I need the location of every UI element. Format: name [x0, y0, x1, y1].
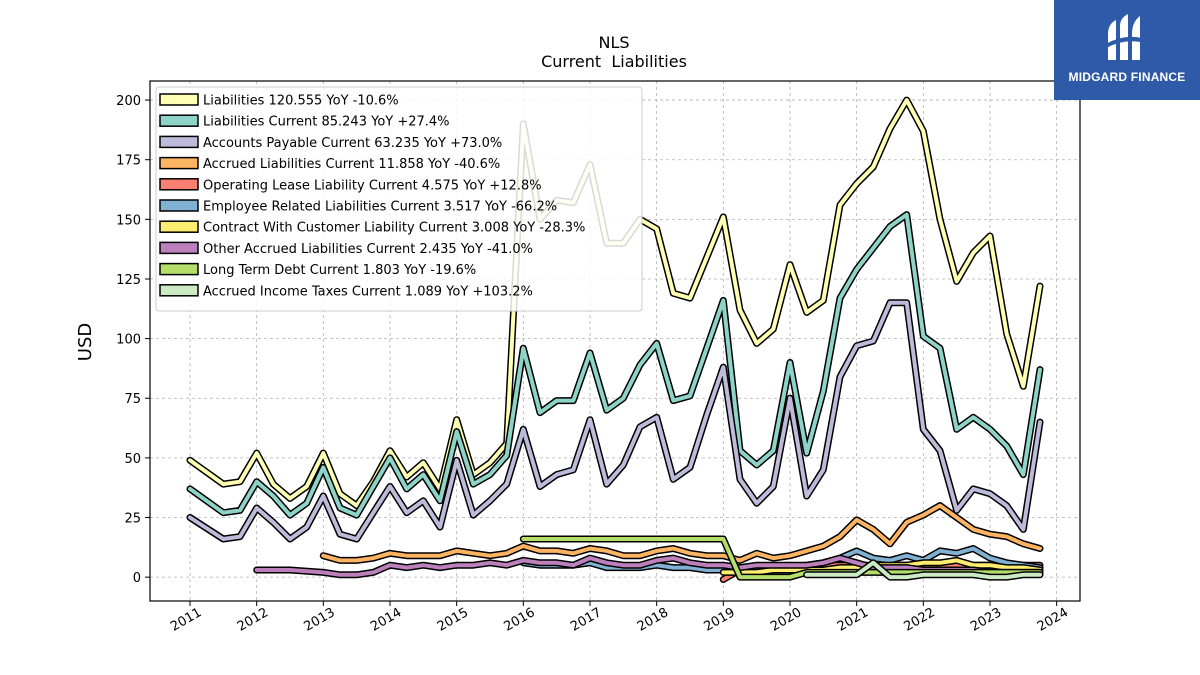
legend-item: Contract With Customer Liability Current… — [159, 220, 585, 236]
series-line — [803, 559, 1044, 581]
y-tick-label: 75 — [124, 392, 141, 407]
legend-label: Accounts Payable Current 63.235 YoY +73.… — [203, 136, 502, 151]
legend-item: Accounts Payable Current 63.235 YoY +73.… — [159, 135, 502, 151]
legend-swatch — [159, 135, 199, 149]
y-tick-label: 0 — [133, 571, 141, 586]
series-line — [253, 554, 1044, 579]
y-tick-label: 200 — [116, 94, 141, 109]
legend-swatch — [159, 178, 199, 191]
y-axis-label: USD — [75, 323, 96, 361]
brand-logo: MIDGARD FINANCE — [1054, 0, 1200, 100]
y-tick-label: 125 — [116, 273, 141, 288]
x-tick-label: 2022 — [902, 605, 938, 635]
legend-label: Accrued Income Taxes Current 1.089 YoY +… — [203, 284, 533, 299]
series-line-stroke — [804, 560, 1042, 580]
legend-item: Liabilities Current 85.243 YoY +27.4% — [159, 114, 450, 130]
legend: Liabilities 120.555 YoY -10.6% Liabilitie… — [155, 86, 643, 312]
x-tick-label: 2015 — [435, 605, 471, 635]
legend-label: Other Accrued Liabilities Current 2.435 … — [203, 242, 533, 257]
x-tick-label: 2019 — [702, 605, 738, 635]
x-tick-label: 2014 — [368, 605, 404, 635]
legend-swatch — [159, 220, 199, 233]
series-line-stroke — [188, 212, 1042, 518]
logo-mark-icon — [1106, 14, 1148, 60]
y-tick-label: 100 — [116, 333, 141, 348]
legend-label: Liabilities Current 85.243 YoY +27.4% — [203, 115, 450, 130]
legend-swatch — [159, 156, 199, 170]
series-layer — [186, 96, 1044, 583]
chart-subtitle: Current Liabilities — [541, 52, 687, 71]
legend-frame — [155, 86, 643, 312]
legend-item: Other Accrued Liabilities Current 2.435 … — [159, 241, 533, 257]
legend-item: Employee Related Liabilities Current 3.5… — [159, 199, 557, 215]
legend-swatch — [159, 284, 199, 297]
series-line-stroke — [188, 300, 1042, 541]
x-axis: 2011 2012 2013 2014 2015 2016 2017 2018 2019 2020… — [168, 601, 1071, 635]
series-line-stroke — [254, 556, 1042, 577]
x-tick-label: 2018 — [635, 605, 671, 635]
legend-swatch — [159, 199, 199, 212]
legend-swatch — [159, 114, 199, 127]
legend-item: Liabilities 120.555 YoY -10.6% — [159, 93, 399, 109]
series-line-stroke — [321, 503, 1042, 563]
x-tick-label: 2021 — [835, 605, 871, 635]
legend-label: Liabilities 120.555 YoY -10.6% — [203, 94, 399, 109]
legend-label: Contract With Customer Liability Current… — [203, 221, 585, 236]
x-tick-label: 2016 — [502, 605, 538, 635]
y-tick-label: 25 — [124, 512, 141, 527]
legend-swatch — [159, 262, 199, 276]
legend-label: Accrued Liabilities Current 11.858 YoY -… — [203, 157, 500, 172]
legend-item: Accrued Liabilities Current 11.858 YoY -… — [159, 156, 500, 172]
brand-name: MIDGARD FINANCE — [1068, 70, 1186, 84]
legend-swatch — [159, 93, 199, 106]
legend-label: Employee Related Liabilities Current 3.5… — [203, 200, 557, 215]
x-tick-label: 2017 — [568, 605, 604, 635]
legend-item: Accrued Income Taxes Current 1.089 YoY +… — [159, 284, 533, 299]
series-line — [186, 299, 1044, 543]
x-tick-label: 2023 — [968, 605, 1004, 635]
legend-swatch — [159, 241, 199, 255]
y-tick-label: 175 — [116, 154, 141, 169]
y-axis: 0 25 50 75 100 125 150 175 200 — [116, 94, 150, 586]
x-tick-label: 2013 — [302, 605, 338, 635]
legend-item: Operating Lease Liability Current 4.575 … — [159, 178, 542, 193]
series-line — [319, 502, 1044, 564]
plot-frame — [149, 80, 1081, 602]
legend-label: Operating Lease Liability Current 4.575 … — [203, 178, 542, 193]
legend-label: Long Term Debt Current 1.803 YoY -19.6% — [203, 263, 476, 278]
x-tick-label: 2020 — [768, 605, 804, 635]
x-tick-label: 2012 — [235, 605, 271, 635]
x-tick-label: 2024 — [1035, 605, 1071, 635]
y-tick-label: 50 — [124, 452, 141, 467]
series-line — [186, 211, 1044, 519]
x-tick-label: 2011 — [168, 605, 204, 635]
y-tick-label: 150 — [116, 213, 141, 228]
chart-title: NLS — [598, 33, 629, 52]
legend-item: Long Term Debt Current 1.803 YoY -19.6% — [159, 262, 476, 278]
